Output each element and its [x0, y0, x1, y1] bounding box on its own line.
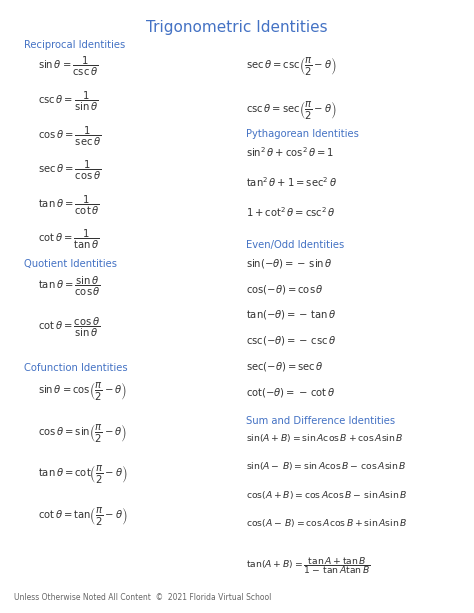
Text: $\sec\theta =\dfrac{1}{\cos\theta}$: $\sec\theta =\dfrac{1}{\cos\theta}$ [38, 159, 101, 182]
Text: $\sin(A + B) =\sin A\cos B + \cos A\sin B$: $\sin(A + B) =\sin A\cos B + \cos A\sin … [246, 432, 404, 444]
Text: $\tan(A + B) =\dfrac{\tan A + \tan B}{1-\,\tan A\tan B}$: $\tan(A + B) =\dfrac{\tan A + \tan B}{1-… [246, 555, 371, 576]
Text: $\cot\theta =\tan\!\left(\dfrac{\pi}{2}-\theta\right)$: $\cot\theta =\tan\!\left(\dfrac{\pi}{2}-… [38, 505, 128, 527]
Text: $\sin(-\theta) =-\,\sin\theta$: $\sin(-\theta) =-\,\sin\theta$ [246, 257, 333, 270]
Text: $\tan\theta =\dfrac{1}{\cot\theta}$: $\tan\theta =\dfrac{1}{\cot\theta}$ [38, 194, 100, 217]
Text: $\csc\theta =\dfrac{1}{\sin\theta}$: $\csc\theta =\dfrac{1}{\sin\theta}$ [38, 89, 98, 113]
Text: $\cos(-\theta) =\cos\theta$: $\cos(-\theta) =\cos\theta$ [246, 283, 324, 295]
Text: $\cot\theta =\dfrac{1}{\tan\theta}$: $\cot\theta =\dfrac{1}{\tan\theta}$ [38, 228, 100, 251]
Text: Even/Odd Identities: Even/Odd Identities [246, 240, 345, 250]
Text: Trigonometric Identities: Trigonometric Identities [146, 20, 328, 34]
Text: Cofunction Identities: Cofunction Identities [24, 363, 128, 373]
Text: $\sin\theta =\cos\!\left(\dfrac{\pi}{2}-\theta\right)$: $\sin\theta =\cos\!\left(\dfrac{\pi}{2}-… [38, 380, 127, 402]
Text: Unless Otherwise Noted All Content  ©  2021 Florida Virtual School: Unless Otherwise Noted All Content © 202… [14, 593, 272, 602]
Text: Reciprocal Identities: Reciprocal Identities [24, 40, 125, 50]
Text: $\tan\theta =\dfrac{\sin\theta}{\cos\theta}$: $\tan\theta =\dfrac{\sin\theta}{\cos\the… [38, 275, 101, 298]
Text: $\sin\theta =\dfrac{1}{\csc\theta}$: $\sin\theta =\dfrac{1}{\csc\theta}$ [38, 55, 98, 78]
Text: $\cos\theta =\sin\!\left(\dfrac{\pi}{2}-\theta\right)$: $\cos\theta =\sin\!\left(\dfrac{\pi}{2}-… [38, 422, 127, 444]
Text: $1 + \cot^{2}\theta =\csc^{2}\theta$: $1 + \cot^{2}\theta =\csc^{2}\theta$ [246, 205, 336, 219]
Text: $\cot(-\theta) =-\,\cot\theta$: $\cot(-\theta) =-\,\cot\theta$ [246, 386, 336, 398]
Text: $\tan^{2}\theta + 1 =\sec^{2}\theta$: $\tan^{2}\theta + 1 =\sec^{2}\theta$ [246, 175, 337, 189]
Text: $\csc(-\theta) =-\,\csc\theta$: $\csc(-\theta) =-\,\csc\theta$ [246, 334, 337, 347]
Text: Pythagorean Identities: Pythagorean Identities [246, 129, 359, 139]
Text: $\cos\theta =\dfrac{1}{\sec\theta}$: $\cos\theta =\dfrac{1}{\sec\theta}$ [38, 124, 101, 148]
Text: $\cos(A -\, B) =\cos A\cos B + \sin A\sin B$: $\cos(A -\, B) =\cos A\cos B + \sin A\si… [246, 517, 408, 529]
Text: $\tan\theta =\cot\!\left(\dfrac{\pi}{2}-\theta\right)$: $\tan\theta =\cot\!\left(\dfrac{\pi}{2}-… [38, 463, 128, 485]
Text: Quotient Identities: Quotient Identities [24, 259, 117, 269]
Text: $\cos(A + B) =\cos A\cos B -\,\sin A\sin B$: $\cos(A + B) =\cos A\cos B -\,\sin A\sin… [246, 489, 408, 501]
Text: $\sec\theta =\csc\!\left(\dfrac{\pi}{2}-\theta\right)$: $\sec\theta =\csc\!\left(\dfrac{\pi}{2}-… [246, 55, 337, 77]
Text: $\sec(-\theta) =\sec\theta$: $\sec(-\theta) =\sec\theta$ [246, 360, 324, 373]
Text: $\tan(-\theta) =-\,\tan\theta$: $\tan(-\theta) =-\,\tan\theta$ [246, 308, 337, 321]
Text: $\csc\theta =\sec\!\left(\dfrac{\pi}{2}-\theta\right)$: $\csc\theta =\sec\!\left(\dfrac{\pi}{2}-… [246, 99, 337, 121]
Text: $\cot\theta =\dfrac{\cos\theta}{\sin\theta}$: $\cot\theta =\dfrac{\cos\theta}{\sin\the… [38, 316, 100, 340]
Text: $\sin^{2}\theta + \cos^{2}\theta =1$: $\sin^{2}\theta + \cos^{2}\theta =1$ [246, 145, 335, 159]
Text: Sum and Difference Identities: Sum and Difference Identities [246, 416, 396, 425]
Text: $\sin(A -\, B) =\sin A\cos B -\,\cos A\sin B$: $\sin(A -\, B) =\sin A\cos B -\,\cos A\s… [246, 460, 407, 473]
